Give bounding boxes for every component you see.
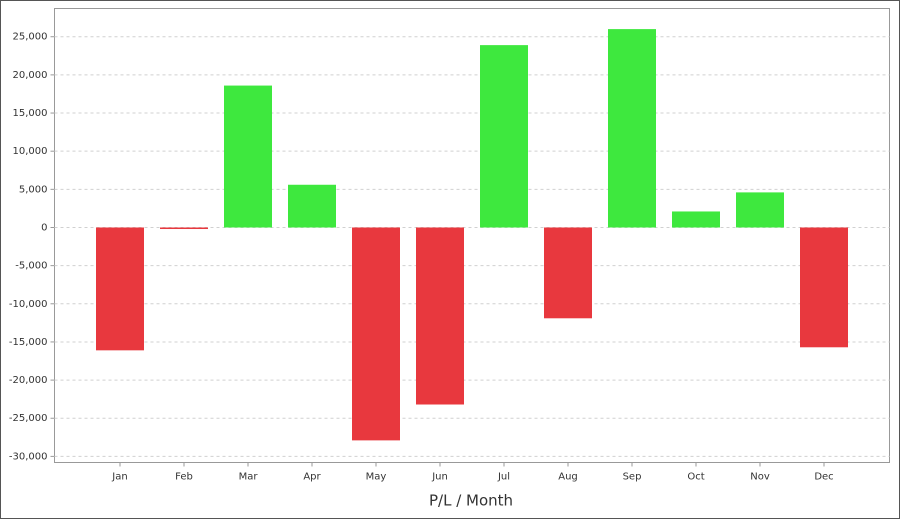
x-tick-label: Dec: [814, 472, 833, 483]
bar: [480, 45, 528, 228]
y-tick-label: 0: [41, 222, 47, 233]
bar: [672, 211, 720, 228]
bar: [288, 184, 336, 228]
y-tick-label: 20,000: [13, 70, 48, 81]
y-tick-label: -20,000: [9, 375, 48, 386]
y-tick-label: -5,000: [15, 261, 47, 272]
y-tick-label: 5,000: [19, 184, 48, 195]
bar: [736, 192, 784, 228]
x-tick-label: Oct: [687, 472, 704, 483]
x-tick-label: May: [366, 472, 387, 483]
x-tick-label: Sep: [623, 472, 642, 483]
x-tick-label: Apr: [303, 472, 321, 483]
x-axis-label: P/L / Month: [429, 492, 513, 510]
x-tick-label: Nov: [750, 472, 770, 483]
y-tick-label: -10,000: [9, 299, 48, 310]
bar: [800, 227, 848, 348]
bar: [96, 227, 144, 351]
y-tick-label: -30,000: [9, 451, 48, 462]
bar: [352, 227, 400, 441]
bar: [416, 227, 464, 405]
bar: [224, 85, 272, 228]
x-tick-label: Jan: [111, 472, 127, 483]
bar: [608, 29, 656, 228]
x-tick-label: Aug: [558, 472, 578, 483]
y-tick-label: 25,000: [13, 32, 48, 43]
plot-area: [54, 8, 890, 463]
x-tick-label: Mar: [239, 472, 259, 483]
y-tick-label: -15,000: [9, 337, 48, 348]
y-tick-label: -25,000: [9, 413, 48, 424]
x-tick-label: Jun: [431, 472, 448, 483]
bar: [544, 227, 592, 319]
bar: [160, 227, 208, 230]
y-tick-label: 10,000: [13, 146, 48, 157]
y-tick-label: 15,000: [13, 108, 48, 119]
x-tick-label: Jul: [497, 472, 510, 483]
x-tick-label: Feb: [175, 472, 193, 483]
